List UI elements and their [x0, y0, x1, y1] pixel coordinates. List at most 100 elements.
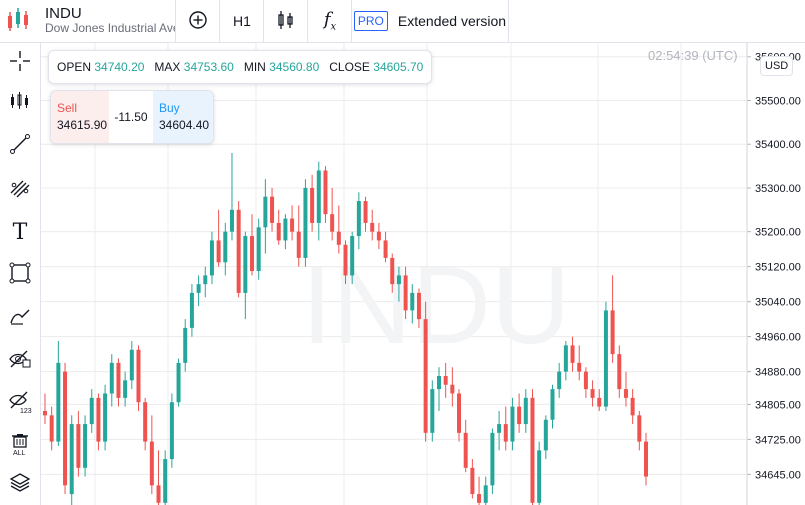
symbol-description: Dow Jones Industrial Ave: [45, 21, 175, 35]
candle-body: [283, 218, 288, 241]
candle-body: [537, 450, 542, 503]
function-icon: fx: [323, 9, 337, 33]
candle-body: [323, 170, 328, 215]
candle-body: [577, 362, 582, 372]
candle-body: [416, 292, 421, 320]
max-label: MAX: [154, 60, 181, 74]
interval-button[interactable]: H1: [219, 0, 264, 42]
chart-type-button[interactable]: [263, 0, 308, 42]
symbol-name[interactable]: INDU: [45, 5, 82, 22]
candle-body: [370, 222, 375, 232]
fib-tool-button[interactable]: [0, 169, 40, 209]
text-tool-button[interactable]: T: [0, 212, 40, 252]
candle-body: [570, 345, 575, 363]
layers-button[interactable]: [0, 464, 40, 504]
currency-button[interactable]: USD: [760, 56, 794, 76]
candle-body: [256, 227, 261, 272]
candle-body: [49, 415, 54, 442]
brush-tool-button[interactable]: [0, 298, 40, 338]
candle-body: [550, 389, 555, 420]
price-axis-label: 35040.00: [755, 297, 801, 309]
candle-body: [89, 397, 94, 425]
buy-button[interactable]: Buy 34604.40: [153, 91, 213, 143]
add-compare-button[interactable]: [175, 0, 220, 42]
drawing-toolbar: T 123 ALL: [0, 43, 41, 505]
crosshair-icon: [9, 50, 31, 77]
crosshair-tool-button[interactable]: [0, 43, 40, 83]
candle-body: [83, 424, 88, 468]
hide-drawings-icon: [8, 348, 32, 375]
candle-body: [477, 494, 482, 503]
hide-indicators-icon: 123: [8, 390, 32, 419]
text-icon: T: [12, 219, 28, 245]
plus-circle-icon: [188, 10, 208, 33]
hide-indicators-button[interactable]: 123: [0, 384, 40, 424]
candle-body: [396, 275, 401, 285]
candle-body: [644, 441, 648, 477]
candle-body: [443, 375, 448, 385]
candle-body: [123, 380, 128, 398]
delete-all-button[interactable]: ALL: [0, 427, 40, 467]
candle-body: [617, 354, 622, 390]
candles-tool-button[interactable]: [0, 83, 40, 123]
candle-body: [530, 397, 535, 503]
server-time: 02:54:39 (UTC): [648, 48, 738, 63]
candle-body: [630, 397, 635, 416]
candle-body: [430, 389, 435, 433]
trend-line-tool-button[interactable]: [0, 126, 40, 166]
symbol-watermark: INDU: [302, 244, 571, 367]
min-value: 34560.80: [269, 60, 320, 74]
sell-button[interactable]: Sell 34615.90: [51, 91, 109, 143]
price-axis-label: 35200.00: [755, 227, 801, 239]
fib-icon: [9, 176, 31, 203]
candle-body: [610, 310, 615, 355]
candle-body: [196, 284, 201, 293]
candle-body: [296, 231, 301, 258]
close-label: CLOSE: [329, 60, 370, 74]
price-axis-label: 35500.00: [755, 95, 801, 107]
interval-label: H1: [233, 13, 251, 29]
buy-label: Buy: [159, 101, 180, 115]
candle-body: [189, 292, 194, 328]
price-axis-label: 34805.00: [755, 399, 801, 411]
candle-body: [163, 459, 168, 503]
candle-body: [96, 397, 101, 442]
rectangle-tool-button[interactable]: [0, 255, 40, 295]
open-label: OPEN: [57, 60, 92, 74]
candle-body: [597, 397, 602, 407]
brush-icon: [9, 305, 31, 332]
candle-body: [543, 419, 548, 451]
price-axis-label: 34960.00: [755, 332, 801, 344]
candle-body: [243, 236, 248, 293]
candle-body: [557, 371, 562, 390]
candle-body: [410, 292, 415, 311]
candle-body: [76, 424, 81, 468]
candles-icon: [277, 10, 295, 33]
max-value: 34753.60: [183, 60, 234, 74]
trade-panel: Sell 34615.90 -11.50 Buy 34604.40: [50, 90, 214, 144]
delete-all-icon: ALL: [9, 433, 31, 462]
price-axis-label: 34880.00: [755, 367, 801, 379]
svg-text:ALL: ALL: [13, 450, 26, 457]
hide-drawings-button[interactable]: [0, 341, 40, 381]
candle-body: [290, 218, 295, 232]
candle-body: [503, 424, 508, 442]
price-axis-label: 35120.00: [755, 262, 801, 274]
candle-body: [69, 424, 74, 495]
candle-body: [183, 327, 188, 363]
candle-body: [149, 441, 154, 486]
extended-version-button[interactable]: PRO Extended version: [351, 0, 509, 42]
candle-body: [403, 275, 408, 311]
candle-body: [109, 362, 114, 394]
price-chart[interactable]: 35600.0035500.0035400.0035300.0035200.00…: [41, 43, 805, 505]
candle-body: [103, 393, 108, 442]
price-axis-label: 35300.00: [755, 183, 801, 195]
indicators-button[interactable]: fx: [307, 0, 352, 42]
candle-body: [129, 349, 134, 381]
candles-icon: [9, 90, 31, 117]
candle-body: [376, 231, 381, 241]
top-toolbar: INDU Dow Jones Industrial Ave H1 fx PRO …: [0, 0, 805, 43]
price-axis-label: 35400.00: [755, 139, 801, 151]
candle-body: [263, 196, 268, 228]
candle-body: [270, 196, 275, 223]
